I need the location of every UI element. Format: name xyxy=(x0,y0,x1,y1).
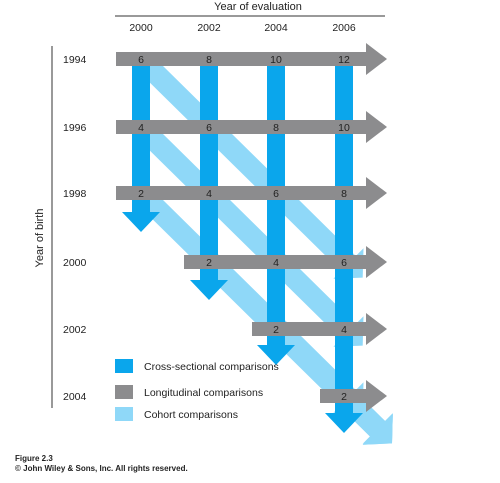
legend-swatch-cohort xyxy=(115,407,133,421)
longitudinal-arrow-1996 xyxy=(116,111,387,143)
age-label: 2 xyxy=(341,391,347,403)
legend-label-longitudinal: Longitudinal comparisons xyxy=(144,387,263,399)
longitudinal-arrow-2000 xyxy=(184,246,387,278)
age-label: 2 xyxy=(206,257,212,269)
age-label: 2 xyxy=(273,324,279,336)
legend-label-cohort: Cohort comparisons xyxy=(144,409,238,421)
left-axis-title: Year of birth xyxy=(34,209,46,268)
age-label: 10 xyxy=(338,122,350,134)
evaluation-year-2004: 2004 xyxy=(264,22,288,34)
evaluation-year-2006: 2006 xyxy=(332,22,356,34)
birth-year-2004: 2004 xyxy=(63,391,87,403)
cohort-arrows xyxy=(141,59,393,445)
age-label: 10 xyxy=(270,54,282,66)
legend: Cross-sectional comparisons Longitudinal… xyxy=(115,359,279,421)
age-label: 4 xyxy=(341,324,347,336)
age-label: 4 xyxy=(138,122,144,134)
birth-year-labels: 1994 1996 1998 2000 2002 2004 xyxy=(63,54,87,403)
cohort-arrow-2004 xyxy=(344,396,393,445)
age-label: 2 xyxy=(138,188,144,200)
age-label: 4 xyxy=(273,257,279,269)
longitudinal-arrow-2004 xyxy=(320,380,387,412)
cohort-arrow-1996 xyxy=(141,127,364,347)
figure-number: Figure 2.3 xyxy=(15,454,53,463)
cross-sectional-arrows xyxy=(122,58,363,433)
birth-year-2002: 2002 xyxy=(63,324,87,336)
legend-swatch-cross-sectional xyxy=(115,359,133,373)
longitudinal-arrow-1994 xyxy=(116,43,387,75)
birth-year-1998: 1998 xyxy=(63,188,87,200)
cross-sectional-arrow-2006 xyxy=(325,58,363,433)
birth-year-1996: 1996 xyxy=(63,122,87,134)
birth-year-1994: 1994 xyxy=(63,54,87,66)
cross-sectional-arrow-2004 xyxy=(257,58,295,365)
longitudinal-arrow-2002 xyxy=(252,313,387,345)
age-label: 6 xyxy=(341,257,347,269)
evaluation-year-labels: 2000 2002 2004 2006 xyxy=(129,22,356,34)
legend-label-cross-sectional: Cross-sectional comparisons xyxy=(144,361,279,373)
age-label: 8 xyxy=(341,188,347,200)
evaluation-year-2000: 2000 xyxy=(129,22,153,34)
age-label: 8 xyxy=(206,54,212,66)
age-label: 6 xyxy=(138,54,144,66)
cross-sectional-arrow-2000 xyxy=(122,58,160,232)
age-label: 12 xyxy=(338,54,350,66)
age-label: 6 xyxy=(273,188,279,200)
longitudinal-arrow-1998 xyxy=(116,177,387,209)
legend-swatch-longitudinal xyxy=(115,385,133,399)
evaluation-year-2002: 2002 xyxy=(197,22,221,34)
age-label: 4 xyxy=(206,188,212,200)
age-label: 6 xyxy=(206,122,212,134)
longitudinal-arrows xyxy=(116,43,387,412)
copyright-notice: © John Wiley & Sons, Inc. All rights res… xyxy=(15,464,188,473)
birth-year-2000: 2000 xyxy=(63,257,87,269)
age-labels: 6 8 10 12 4 6 8 10 2 4 6 8 2 4 6 2 4 2 xyxy=(138,54,350,403)
cross-sectional-arrow-2002 xyxy=(190,58,228,300)
top-axis-title: Year of evaluation xyxy=(214,1,302,13)
cohort-arrow-1994 xyxy=(141,59,364,279)
age-label: 8 xyxy=(273,122,279,134)
